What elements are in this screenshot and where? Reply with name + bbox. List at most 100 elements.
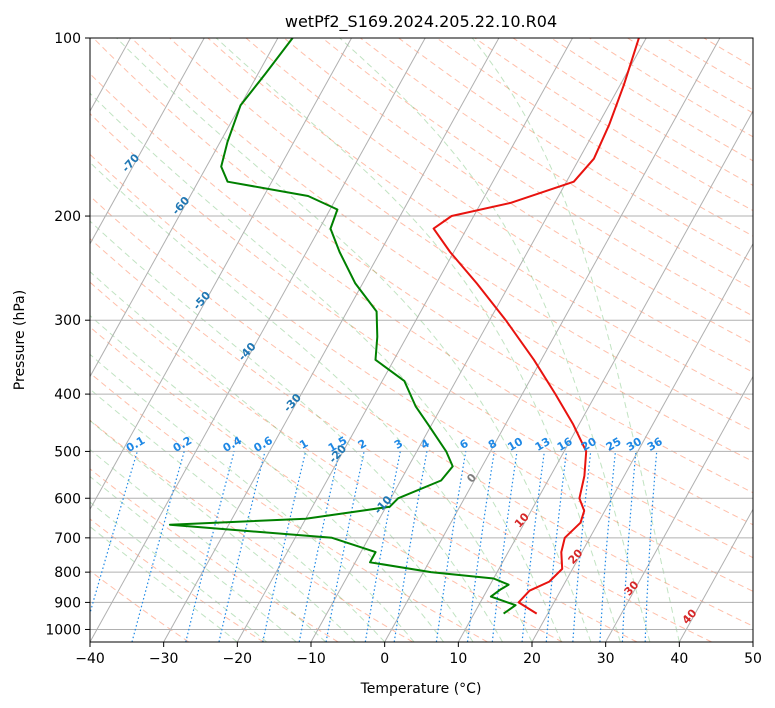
isotherm-line <box>90 38 426 642</box>
dry-adiabat <box>90 112 753 559</box>
mixing-ratio-label: 3 <box>392 437 405 452</box>
plot-frame <box>89 37 754 643</box>
y-tick-label: 300 <box>54 313 81 329</box>
x-tick-label: −30 <box>149 651 179 667</box>
dry-adiabat <box>92 38 753 494</box>
dry-adiabat <box>90 326 563 642</box>
moist-adiabat <box>90 92 562 642</box>
dry-adiabat <box>283 38 753 345</box>
x-tick-label: −20 <box>223 651 253 667</box>
isotherm-line <box>90 38 279 378</box>
dry-adiabat <box>90 237 712 642</box>
isotherm-line <box>752 640 753 642</box>
moist-adiabat <box>471 38 680 642</box>
isotherm-label: 20 <box>566 546 586 566</box>
y-tick-label: 800 <box>54 565 81 581</box>
isotherm-line <box>310 38 647 642</box>
mixing-ratio-line <box>621 451 637 642</box>
dry-adiabat <box>665 38 753 91</box>
x-tick-label: −40 <box>75 651 105 667</box>
mixing-ratio-label: 2 <box>356 437 369 452</box>
isotherm-label: 40 <box>680 606 700 626</box>
y-tick-label: 200 <box>54 209 81 225</box>
dry-adiabat <box>90 518 264 642</box>
isotherm-label: 0 <box>464 471 479 486</box>
mixing-ratio-line <box>521 451 545 642</box>
isotherm-label: -80 <box>69 109 92 133</box>
dry-adiabat <box>398 38 753 263</box>
isotherm-line <box>90 38 352 511</box>
moist-adiabat <box>116 38 592 642</box>
dry-adiabat <box>90 195 753 627</box>
axis-layer: −40 −30 −20 −10 0 10 20 30 40 5010020030040050060… <box>45 31 762 667</box>
y-tick-label: 1000 <box>45 622 81 638</box>
temperature-profile <box>432 38 640 615</box>
isotherm-line <box>678 508 753 642</box>
isotherm-label: 30 <box>622 578 642 598</box>
dry-adiabat <box>90 153 753 592</box>
mixing-ratio-label: 6 <box>457 437 470 452</box>
dry-adiabat <box>90 372 488 642</box>
isotherm-line <box>384 38 721 642</box>
x-tick-label: 40 <box>670 651 688 667</box>
x-tick-label: −10 <box>296 651 326 667</box>
moist-adiabat <box>90 419 356 642</box>
y-tick-label: 900 <box>54 595 81 611</box>
x-tick-label: 0 <box>380 651 389 667</box>
dry-adiabat <box>90 570 190 642</box>
dry-adiabat <box>90 73 753 526</box>
mixing-ratio-line <box>218 451 266 642</box>
x-tick-label: 20 <box>523 651 541 667</box>
moist-adiabat <box>339 38 651 642</box>
x-axis-title: Temperature (°C) <box>360 681 482 697</box>
chart-title: wetPf2_S169.2024.205.22.10.R04 <box>285 12 557 32</box>
mixing-ratio-label: 4 <box>419 437 432 452</box>
dry-adiabat <box>321 38 753 317</box>
moist-adiabat <box>90 448 327 642</box>
dry-adiabat <box>589 38 753 138</box>
mixing-ratio-line <box>393 451 428 642</box>
dry-adiabat <box>90 419 414 642</box>
y-tick-label: 500 <box>54 444 81 460</box>
moist-adiabat <box>90 525 238 642</box>
y-tick-label: 600 <box>54 491 81 507</box>
isotherm-line <box>531 242 753 642</box>
isotherm-line <box>163 38 500 642</box>
moist-adiabat <box>90 388 386 642</box>
grid-layer <box>90 38 753 642</box>
dry-adiabat <box>703 38 753 68</box>
series-layer <box>168 38 640 615</box>
y-tick-label: 100 <box>54 31 81 47</box>
dry-adiabat <box>245 38 753 373</box>
isotherm-label: -90 <box>19 66 42 90</box>
mixing-ratio-line <box>90 451 138 616</box>
moist-adiabat <box>90 501 268 642</box>
mixing-ratio-line <box>435 451 467 642</box>
isotherm-line <box>605 375 753 642</box>
mixing-ratio-line <box>491 451 518 642</box>
mixing-ratio-line <box>298 451 340 642</box>
isotherm-label: 10 <box>512 510 532 530</box>
isotherm-line <box>457 110 753 642</box>
x-tick-label: 10 <box>449 651 467 667</box>
moist-adiabat <box>215 38 621 642</box>
dry-adiabat <box>207 38 753 402</box>
y-tick-label: 700 <box>54 531 81 547</box>
mixing-ratio-line <box>364 451 401 642</box>
moist-adiabat <box>90 220 503 642</box>
isotherm-line <box>90 38 205 245</box>
isotherm-line <box>236 38 573 642</box>
y-axis-title: Pressure (hPa) <box>12 290 28 390</box>
mixing-ratio-line <box>131 451 185 642</box>
dry-adiabat <box>360 38 753 290</box>
dry-adiabat <box>90 468 339 642</box>
mixing-ratio-line <box>325 451 365 642</box>
mixing-ratio-line <box>466 451 495 642</box>
x-tick-label: 30 <box>597 651 615 667</box>
y-tick-label: 400 <box>54 387 81 403</box>
x-tick-label: 50 <box>744 651 762 667</box>
dewpoint-profile <box>168 38 517 615</box>
moist-adiabat <box>90 161 533 642</box>
